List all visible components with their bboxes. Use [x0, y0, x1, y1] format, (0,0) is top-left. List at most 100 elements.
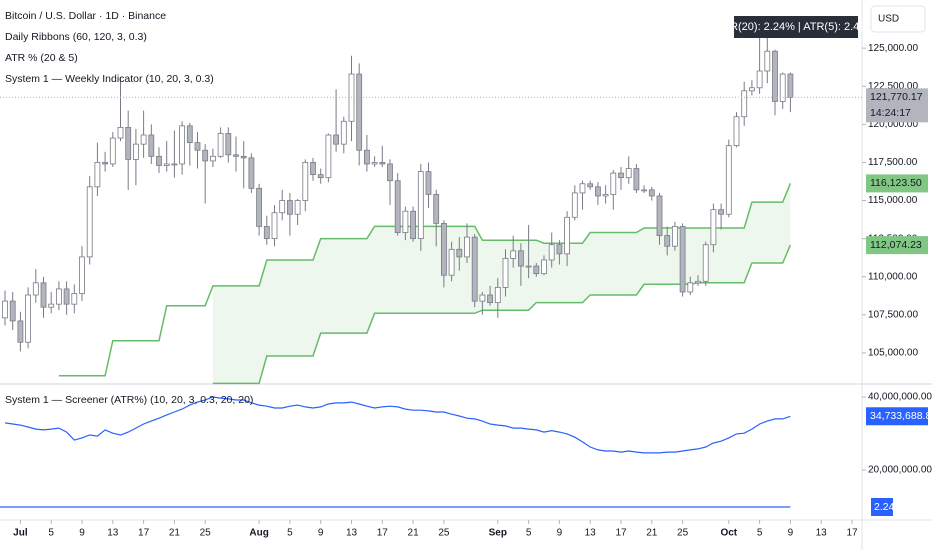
x-tick-label: 9: [788, 528, 794, 539]
candle-body: [548, 244, 555, 261]
candle-body: [48, 303, 55, 308]
candle-body: [17, 320, 24, 343]
candle-body: [125, 126, 132, 160]
candle-body: [456, 248, 463, 258]
candle-body: [502, 258, 509, 288]
candle-body: [410, 210, 417, 240]
y2-tick-label: 20,000,000.00: [868, 465, 932, 476]
price-tag: [866, 174, 928, 193]
x-tick-label: Oct: [720, 528, 737, 539]
y-tick-label: 107,500.00: [868, 309, 918, 320]
ribbon-fill: [212, 183, 791, 384]
candle-body: [648, 189, 655, 197]
candle-body: [179, 125, 186, 165]
candle-body: [302, 162, 309, 201]
currency-label[interactable]: USD: [878, 14, 899, 25]
price-tag: [871, 498, 893, 516]
candle-body: [9, 300, 16, 322]
candle-body: [379, 162, 386, 165]
candle-body: [71, 293, 78, 305]
candle-body: [86, 186, 93, 258]
candle-body: [109, 137, 116, 165]
x-tick-label: 5: [526, 528, 532, 539]
candle-body: [618, 172, 624, 179]
candle-body: [425, 171, 432, 195]
x-tick-label: 5: [287, 528, 293, 539]
candle-body: [718, 209, 724, 215]
candle-body: [571, 192, 578, 218]
candle-body: [363, 149, 370, 165]
candle-body: [94, 162, 101, 188]
atr-line: [4, 396, 791, 454]
candle-body: [541, 259, 547, 275]
candle-body: [487, 294, 494, 304]
candle-body: [294, 200, 301, 215]
candle-body: [471, 236, 478, 302]
x-tick-label: 17: [846, 528, 858, 539]
candle-body: [756, 70, 763, 89]
candle-body: [641, 189, 647, 192]
candle-body: [102, 162, 108, 165]
candle-body: [325, 134, 332, 179]
x-tick-label: 25: [438, 528, 450, 539]
price-tag: [866, 236, 928, 255]
candle-body: [725, 145, 732, 215]
candle-body: [494, 286, 501, 304]
candle-body: [656, 195, 663, 236]
price-tag-label: 116,123.50: [870, 177, 922, 189]
candle-body: [279, 200, 286, 214]
candle-body: [156, 155, 162, 166]
y-tick-label: 110,000.00: [868, 271, 918, 282]
x-tick-label: 13: [585, 528, 597, 539]
price-tag: [866, 88, 928, 123]
ribbon-lower: [212, 244, 792, 385]
candle-body: [595, 186, 601, 197]
candle-body: [564, 216, 570, 255]
candle-body: [433, 194, 440, 224]
candle-body: [440, 222, 447, 276]
y-tick-label: 115,000.00: [868, 195, 918, 206]
candle-body: [679, 226, 686, 293]
candle-body: [333, 134, 340, 145]
overlay: 105,000.00107,500.00110,000.00112,500.00…: [0, 43, 932, 539]
candle-body: [371, 162, 378, 165]
y-tick-label: 117,500.00: [868, 157, 918, 168]
currency-button[interactable]: [870, 5, 926, 33]
candle-body: [772, 50, 778, 102]
x-tick-label: 13: [816, 528, 828, 539]
candle-body: [56, 288, 62, 305]
candle-body: [479, 294, 486, 302]
candle-body: [79, 256, 85, 294]
indicator-legend: System 1 — Weekly Indicator (10, 20, 3, …: [5, 73, 214, 85]
x-tick-label: 21: [169, 528, 181, 539]
price-tag-label: 112,074.23: [870, 239, 922, 251]
x-tick-label: 25: [200, 528, 212, 539]
x-tick-label: 21: [646, 528, 658, 539]
candle-body: [518, 250, 524, 267]
candle-body: [248, 157, 255, 189]
candle-body: [533, 265, 540, 275]
candle-body: [394, 180, 401, 233]
plot-area: [0, 29, 794, 508]
y-tick-label: 125,000.00: [868, 43, 918, 54]
candle-body: [733, 116, 740, 147]
price-tag-label: 2.24: [874, 501, 895, 513]
candle-body: [587, 183, 594, 188]
candle-body: [387, 163, 393, 182]
x-tick-label: Aug: [249, 528, 268, 539]
candle-body: [263, 226, 270, 240]
candle-body: [710, 209, 717, 246]
candle-body: [579, 183, 586, 194]
candle-body: [749, 87, 755, 92]
y-tick-label: 105,000.00: [868, 348, 918, 359]
candle-body: [625, 168, 632, 179]
candle-body: [356, 73, 363, 151]
candle-body: [132, 143, 139, 160]
x-tick-label: 13: [346, 528, 358, 539]
x-tick-label: 25: [677, 528, 689, 539]
candle-body: [633, 168, 640, 191]
candle-body: [764, 50, 771, 72]
candle-body: [687, 282, 694, 293]
x-tick-label: 17: [615, 528, 627, 539]
